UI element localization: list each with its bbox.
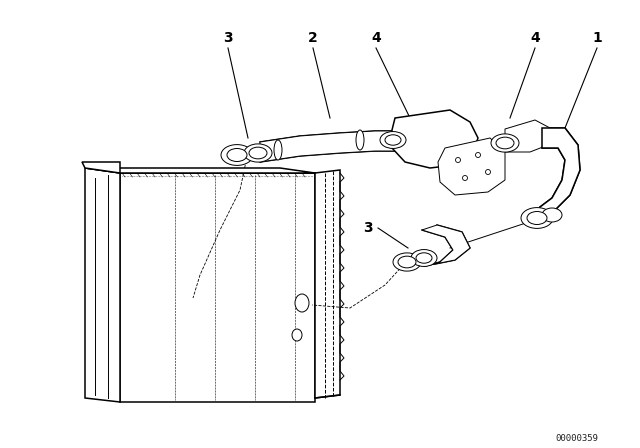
Ellipse shape xyxy=(249,147,267,159)
Ellipse shape xyxy=(456,158,461,163)
Polygon shape xyxy=(535,128,580,220)
Ellipse shape xyxy=(476,152,481,158)
Polygon shape xyxy=(438,138,505,195)
Ellipse shape xyxy=(292,329,302,341)
Text: 3: 3 xyxy=(223,31,233,45)
Polygon shape xyxy=(315,170,340,398)
Text: 4: 4 xyxy=(371,31,381,45)
Ellipse shape xyxy=(227,148,247,161)
Ellipse shape xyxy=(491,134,519,152)
Ellipse shape xyxy=(463,176,467,181)
Polygon shape xyxy=(82,162,120,173)
Ellipse shape xyxy=(416,253,432,263)
Text: 3: 3 xyxy=(363,221,373,235)
Ellipse shape xyxy=(411,250,437,267)
Polygon shape xyxy=(392,110,478,168)
Text: 00000359: 00000359 xyxy=(555,434,598,443)
Polygon shape xyxy=(120,173,315,402)
Ellipse shape xyxy=(274,140,282,160)
Ellipse shape xyxy=(356,130,364,150)
Polygon shape xyxy=(85,168,315,173)
Text: 4: 4 xyxy=(530,31,540,45)
Ellipse shape xyxy=(221,145,253,165)
Ellipse shape xyxy=(393,253,421,271)
Ellipse shape xyxy=(496,137,514,149)
Ellipse shape xyxy=(521,207,553,228)
Ellipse shape xyxy=(486,169,490,175)
Polygon shape xyxy=(505,120,550,152)
Ellipse shape xyxy=(244,144,272,162)
Ellipse shape xyxy=(385,135,401,145)
Polygon shape xyxy=(422,225,470,266)
Text: 2: 2 xyxy=(308,31,318,45)
Polygon shape xyxy=(85,168,120,402)
Ellipse shape xyxy=(295,294,309,312)
Polygon shape xyxy=(260,131,395,162)
Ellipse shape xyxy=(380,132,406,148)
Ellipse shape xyxy=(527,211,547,224)
Text: 1: 1 xyxy=(592,31,602,45)
Ellipse shape xyxy=(542,208,562,222)
Ellipse shape xyxy=(398,256,416,268)
